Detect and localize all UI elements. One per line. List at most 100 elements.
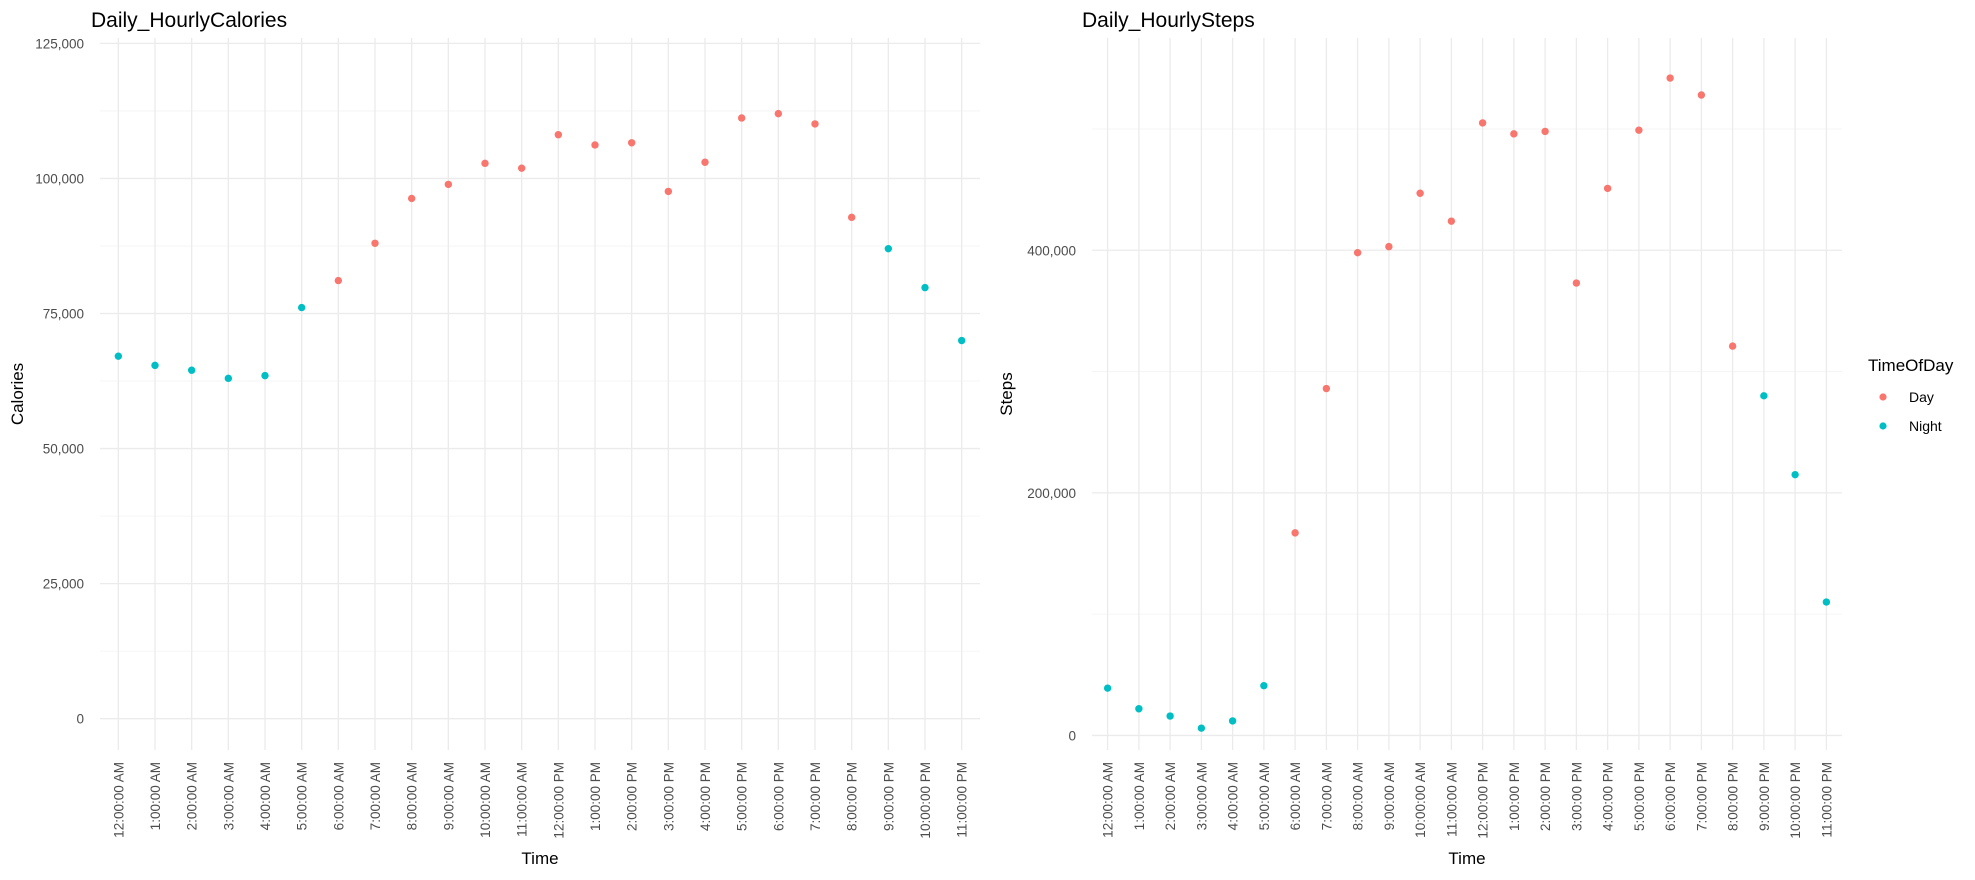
- data-point-day: [334, 276, 343, 285]
- data-point-night: [1135, 705, 1143, 713]
- data-point-night: [1197, 724, 1206, 732]
- x-tick-label: 8:00:00 PM: [1726, 762, 1741, 831]
- y-tick-label: 75,000: [43, 307, 84, 322]
- x-tick-label: 2:00:00 PM: [1538, 762, 1553, 831]
- y-tick-label: 25,000: [43, 577, 84, 592]
- x-tick-label: 1:00:00 AM: [1132, 762, 1147, 830]
- x-tick-label: 10:00:00 PM: [918, 762, 933, 839]
- data-point-day: [737, 114, 746, 122]
- x-tick-label: 1:00:00 PM: [1507, 762, 1522, 831]
- data-point-day: [1447, 217, 1456, 225]
- data-point-day: [1322, 384, 1331, 393]
- x-tick-label: 9:00:00 AM: [1382, 762, 1397, 830]
- data-point-night: [187, 366, 196, 374]
- x-tick-label: 6:00:00 AM: [1288, 762, 1303, 830]
- x-tick-label: 3:00:00 PM: [1569, 762, 1584, 831]
- data-point-night: [884, 244, 893, 253]
- x-tick-label: 12:00:00 PM: [551, 762, 566, 839]
- x-tick-label: 11:00:00 PM: [1819, 762, 1834, 838]
- data-point-day: [371, 239, 379, 247]
- x-tick-label: 6:00:00 AM: [331, 762, 346, 830]
- x-tick-label: 8:00:00 PM: [845, 762, 860, 831]
- data-point-night: [1791, 470, 1799, 479]
- y-tick-label: 50,000: [43, 442, 84, 457]
- x-tick-label: 3:00:00 AM: [1194, 762, 1209, 830]
- data-point-day: [664, 187, 673, 196]
- data-point-day: [1666, 74, 1674, 82]
- data-point-night: [921, 283, 929, 292]
- chart-title: Daily_HourlySteps: [1082, 9, 1255, 32]
- data-point-night: [114, 352, 123, 360]
- x-tick-label: 9:00:00 AM: [441, 762, 456, 830]
- calories-panel: 0 25,000 50,000 75,000 100,000 125,000 12:00:0…: [8, 9, 980, 868]
- data-point-night: [151, 361, 159, 370]
- legend-key-night: [1879, 422, 1887, 430]
- data-point-day: [517, 164, 526, 172]
- data-point-day: [1291, 529, 1299, 537]
- x-tick-label: 7:00:00 AM: [368, 762, 383, 830]
- x-tick-label: 7:00:00 AM: [1319, 762, 1334, 830]
- data-point-day: [407, 194, 416, 203]
- x-tick-label: 4:00:00 PM: [698, 762, 713, 831]
- x-tick-label: 6:00:00 PM: [771, 762, 786, 831]
- data-point-day: [811, 120, 819, 128]
- x-tick-label: 7:00:00 PM: [1694, 762, 1709, 831]
- legend: TimeOfDay Day Night: [1868, 356, 1954, 434]
- x-tick-label: 9:00:00 PM: [1757, 762, 1772, 831]
- data-point-day: [847, 213, 856, 222]
- data-point-night: [1166, 712, 1174, 720]
- data-point-night: [1228, 717, 1237, 725]
- data-point-day: [481, 159, 489, 168]
- data-point-night: [1260, 682, 1268, 690]
- x-tick-label: 12:00:00 AM: [111, 762, 126, 838]
- data-point-day: [701, 158, 709, 166]
- x-tick-label: 5:00:00 AM: [295, 762, 310, 830]
- x-tick-label: 3:00:00 AM: [221, 762, 236, 830]
- legend-label-night: Night: [1909, 418, 1942, 434]
- x-tick-label: 4:00:00 AM: [258, 762, 273, 830]
- data-point-night: [224, 374, 233, 383]
- chart-title: Daily_HourlyCalories: [91, 9, 287, 32]
- x-tick-label: 10:00:00 PM: [1788, 762, 1803, 839]
- x-tick-label: 2:00:00 AM: [185, 762, 200, 830]
- data-point-day: [1510, 130, 1518, 138]
- data-point-day: [1635, 126, 1643, 134]
- data-point-day: [1541, 127, 1549, 136]
- data-point-day: [1385, 242, 1393, 251]
- x-axis-title: Time: [1448, 849, 1485, 868]
- data-point-day: [554, 130, 563, 139]
- x-tick-label: 8:00:00 AM: [1351, 762, 1366, 830]
- data-point-night: [957, 336, 966, 345]
- y-tick-label: 0: [1068, 728, 1076, 743]
- x-tick-label: 4:00:00 PM: [1601, 762, 1616, 831]
- y-axis-title: Steps: [997, 372, 1016, 415]
- steps-panel: 0 200,000 400,000 12:00:00 AM 1:00:00 AM 2:00…: [997, 9, 1842, 868]
- x-tick-label: 2:00:00 AM: [1163, 762, 1178, 830]
- x-axis-title: Time: [521, 849, 558, 868]
- y-tick-label: 400,000: [1027, 243, 1076, 258]
- data-point-night: [1822, 598, 1831, 606]
- x-tick-label: 11:00:00 AM: [1444, 762, 1459, 837]
- x-tick-label: 11:00:00 AM: [515, 762, 530, 837]
- x-tick-label: 12:00:00 PM: [1476, 762, 1491, 839]
- x-tick-label: 5:00:00 PM: [735, 762, 750, 831]
- legend-title: TimeOfDay: [1868, 356, 1954, 375]
- data-point-day: [1697, 91, 1706, 99]
- x-tick-label: 10:00:00 AM: [478, 762, 493, 838]
- x-tick-label: 8:00:00 AM: [405, 762, 420, 830]
- x-tick-label: 1:00:00 AM: [148, 762, 163, 830]
- data-point-day: [1416, 189, 1424, 197]
- x-tick-label: 4:00:00 AM: [1226, 762, 1241, 830]
- x-tick-label: 1:00:00 PM: [588, 762, 603, 831]
- data-point-night: [1760, 392, 1768, 400]
- x-tick-label: 5:00:00 PM: [1632, 762, 1647, 831]
- legend-key-day: [1879, 393, 1887, 401]
- data-point-day: [774, 109, 783, 118]
- y-axis-title: Calories: [8, 363, 27, 425]
- data-point-day: [1572, 279, 1581, 287]
- x-tick-label: 3:00:00 PM: [661, 762, 676, 831]
- data-point-day: [1728, 342, 1737, 350]
- data-point-day: [591, 141, 599, 149]
